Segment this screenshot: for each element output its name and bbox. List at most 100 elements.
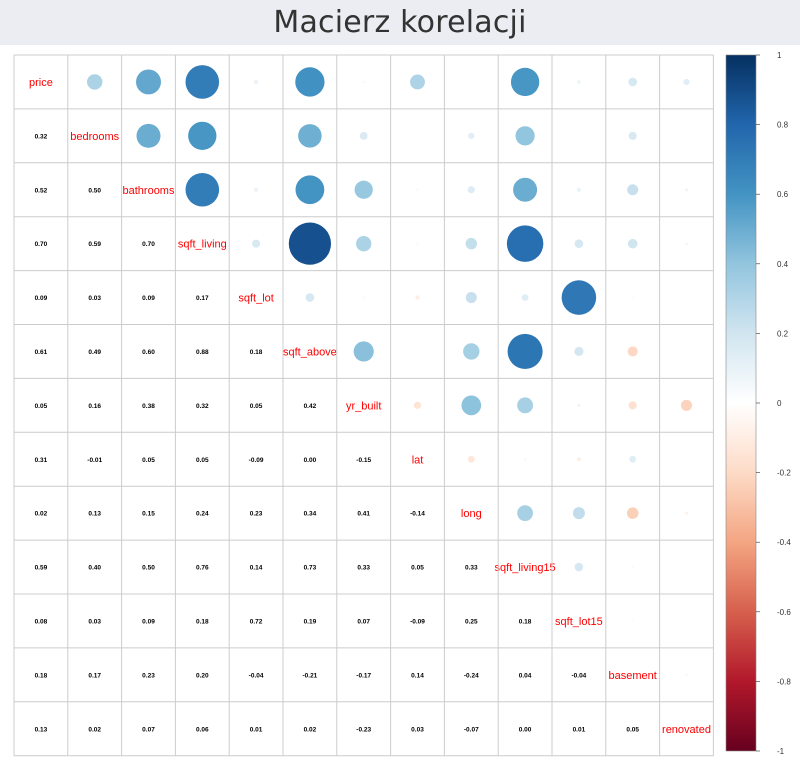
corr-circle [354,180,373,199]
corr-circle [517,397,534,414]
corr-circle [517,505,534,522]
corr-value: 0.59 [35,565,48,572]
corr-circle [574,562,584,572]
corr-value: 0.06 [196,726,209,733]
corr-value: 0.41 [357,511,370,518]
corr-value: 0.05 [35,403,48,410]
corr-value: 0.05 [411,565,424,572]
corr-circle [523,458,527,461]
colorbar-tick-label: 0.4 [777,260,789,269]
corr-circle [305,293,315,302]
corr-value: 0.50 [88,187,101,194]
corr-value: 0.13 [35,726,48,733]
corr-circle [470,81,472,83]
corr-circle [413,401,422,409]
corr-value: -0.17 [356,672,371,679]
corr-value: 0.18 [250,349,263,356]
corr-circle [506,225,544,262]
corr-circle [353,341,374,362]
corr-value: 0.01 [250,726,263,733]
corr-value: 0.15 [142,511,155,518]
corr-value: -0.14 [410,511,425,518]
corr-circle [576,187,582,192]
corr-circle [468,132,475,139]
corr-value: 0.25 [465,618,478,625]
corr-value: 0.49 [88,349,101,356]
corr-circle [188,121,217,151]
corr-circle [628,401,637,410]
corr-circle [252,239,261,248]
corr-circle [463,343,480,360]
corr-value: 0.17 [88,672,101,679]
corr-circle [87,74,103,90]
corr-value: 0.01 [573,726,586,733]
corr-circle [576,80,581,84]
corr-value: 0.42 [304,403,317,410]
corr-value: 0.07 [142,726,155,733]
corr-value: 0.16 [88,403,101,410]
corr-value: 0.03 [88,295,101,302]
corr-value: 0.02 [304,726,317,733]
corr-value: 0.52 [35,187,48,194]
corr-value: 0.14 [411,672,424,679]
corr-value: 0.09 [142,618,155,625]
corr-value: 0.05 [626,726,639,733]
corr-circle [465,292,477,304]
corr-circle [574,239,584,248]
diag-label: long [461,508,482,520]
corr-circle [461,395,482,416]
corr-value: 0.17 [196,295,209,302]
colorbar-tick-label: 0.6 [777,190,789,199]
corr-circle [684,511,689,515]
colorbar-tick-label: -0.2 [777,469,791,478]
corr-circle [631,619,634,622]
matrix-cells: price 0.32 bedrooms 0.52 0.50 bathrooms 0.70 0.… [29,65,711,736]
diag-label: sqft_above [283,346,337,358]
corr-value: 0.70 [35,241,48,248]
corr-value: 0.09 [35,295,48,302]
corr-value: 0.02 [88,726,101,733]
chart-title: Macierz korelacji [273,5,527,40]
corr-value: 0.31 [35,457,48,464]
corr-value: 0.03 [411,726,424,733]
corr-circle [359,132,368,140]
corr-circle [521,294,529,301]
corr-circle [416,242,419,245]
corr-circle [572,507,585,520]
corr-value: -0.07 [464,726,479,733]
corr-circle [185,172,220,207]
diag-label: sqft_lot15 [555,616,603,628]
diag-label: sqft_living15 [495,562,556,574]
corr-circle [631,296,634,299]
colorbar-tick-label: -0.6 [777,608,791,617]
corr-value: 0.33 [465,565,478,572]
corr-value: 0.20 [196,672,209,679]
corr-value: 0.23 [142,672,155,679]
corr-value: -0.04 [571,672,586,679]
corr-value: 0.14 [250,565,263,572]
corr-value: 0.59 [88,241,101,248]
corr-value: 0.70 [142,241,155,248]
corr-value: 0.18 [196,618,209,625]
corr-circle [416,188,419,191]
corr-value: 0.18 [519,618,532,625]
corr-circle [253,79,259,85]
corr-circle [628,131,637,140]
corr-circle [561,280,597,315]
corr-value: 0.73 [304,565,317,572]
corr-circle [685,242,688,246]
colorbar-tick-label: 0 [777,399,782,408]
corr-value: 0.76 [196,565,209,572]
corr-value: -0.15 [356,457,371,464]
corr-circle [136,69,161,95]
colorbar-tick-label: 0.8 [777,121,789,130]
diag-label: bathrooms [123,185,175,197]
diag-label: basement [609,670,657,682]
corr-circle [136,123,161,148]
diag-label: lat [412,454,424,466]
corr-value: -0.21 [302,672,317,679]
corr-value: 0.72 [250,618,263,625]
colorbar-tick-label: -0.4 [777,538,791,547]
corr-value: -0.09 [410,618,425,625]
corr-circle [253,187,259,192]
